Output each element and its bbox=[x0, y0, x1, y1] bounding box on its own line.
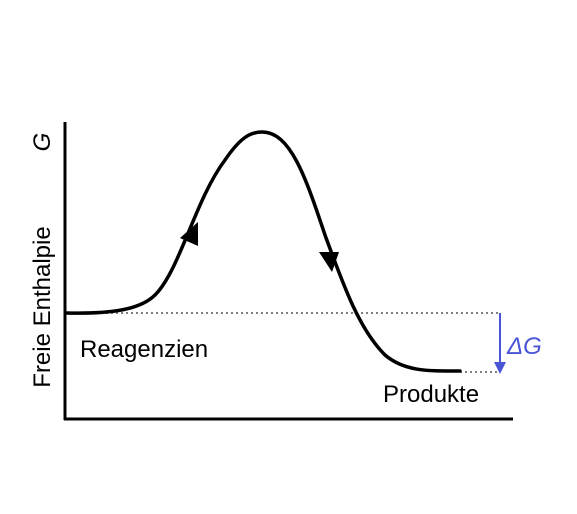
ascending-arrowhead bbox=[180, 222, 198, 246]
y-axis-label: Freie Enthalpie bbox=[29, 226, 56, 387]
products-label: Produkte bbox=[383, 381, 479, 408]
reactants-label: Reagenzien bbox=[80, 336, 208, 363]
y-axis-symbol: G bbox=[29, 133, 56, 152]
reaction-curve bbox=[64, 130, 462, 373]
delta-g-label: ΔG bbox=[506, 333, 542, 360]
delta-g-arrowhead bbox=[494, 362, 506, 374]
descending-arrowhead bbox=[319, 252, 339, 272]
